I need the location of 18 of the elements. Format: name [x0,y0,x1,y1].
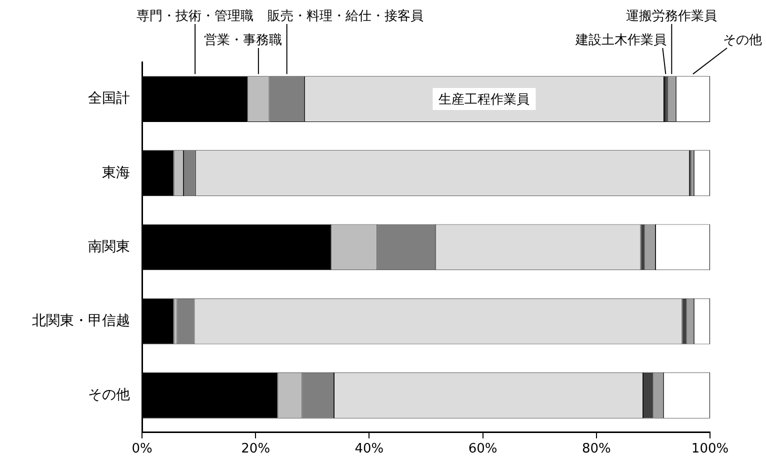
y-tick-label: 南関東 [88,238,130,255]
x-tick-label: 60% [468,442,498,457]
x-tick-label: 20% [241,442,270,457]
y-tick-label: 北関東・甲信越 [32,312,130,329]
x-tick-label: 40% [354,442,384,457]
text: 専門・技術・管理職 [136,9,254,24]
text: 営業・事務職 [204,33,282,48]
x-tick-label: 80% [582,442,611,457]
y-tick-label: 全国計 [88,90,130,107]
x-tick-label: 0% [132,442,152,457]
x-tick-label: 100% [691,442,729,457]
text: 運搬労務作業員 [626,9,718,24]
series-label: 生産工程作業員 [438,91,530,108]
text: その他 [723,33,762,48]
y-tick-label: その他 [88,387,130,403]
text: 建設土木作業員 [574,33,667,48]
text: 販売・料理・給仕・接客員 [268,8,424,24]
y-tick-label: 東海 [102,164,130,181]
